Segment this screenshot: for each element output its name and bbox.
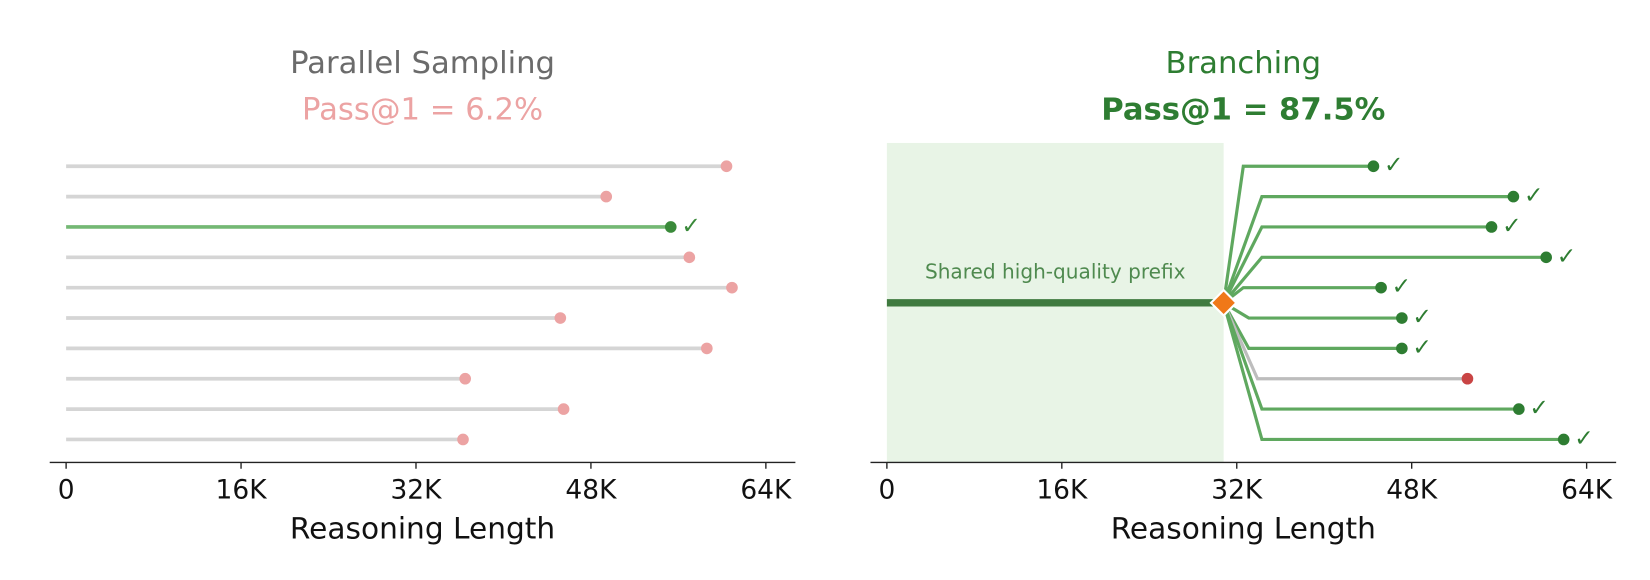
sample-end <box>600 190 613 203</box>
x-tick-label: 48K <box>565 474 617 505</box>
branch-end <box>1367 160 1380 173</box>
check-mark: ✓ <box>1524 182 1543 209</box>
branch-end <box>1485 221 1498 233</box>
x-tick-label: 0 <box>878 474 895 505</box>
branch <box>1222 286 1382 305</box>
branch <box>1222 302 1402 350</box>
sample-end <box>701 342 713 355</box>
x-tick-label: 16K <box>216 474 268 505</box>
branch <box>1222 301 1402 320</box>
sample-end <box>557 403 570 415</box>
branch <box>1222 302 1519 411</box>
panel-title: Parallel Sampling <box>290 46 555 81</box>
check-mark: ✓ <box>1412 334 1431 361</box>
x-tick-label: 0 <box>58 474 75 505</box>
check-mark: ✓ <box>1392 273 1411 300</box>
sample-end <box>554 312 567 324</box>
branch-point <box>1209 288 1238 318</box>
x-tick-label: 32K <box>390 474 442 505</box>
check-mark: ✓ <box>1412 304 1431 331</box>
branch-end <box>1396 342 1408 355</box>
sample-end <box>720 160 733 173</box>
check-mark: ✓ <box>1502 212 1521 239</box>
check-mark: ✓ <box>1574 425 1593 452</box>
check-mark: ✓ <box>681 212 700 239</box>
branch <box>1222 302 1564 442</box>
sample-end <box>459 372 472 385</box>
check-mark: ✓ <box>1529 395 1548 422</box>
sample-end <box>457 433 469 446</box>
panel-subtitle: Pass@1 = 87.5% <box>1101 93 1385 128</box>
x-tick-label: 32K <box>1211 474 1263 505</box>
x-tick-label: 64K <box>1561 474 1613 505</box>
panel-subtitle: Pass@1 = 6.2% <box>302 93 543 128</box>
branch-end <box>1513 403 1525 415</box>
annotation: Shared high-quality prefix <box>925 260 1186 284</box>
sample-end <box>683 251 696 264</box>
x-tick-label: 16K <box>1036 474 1088 505</box>
branch <box>1222 164 1374 304</box>
branch-end <box>1396 312 1408 324</box>
branch <box>1222 225 1492 304</box>
panel-title: Branching <box>1166 46 1322 81</box>
sample-end <box>726 281 738 294</box>
branch <box>1222 255 1547 304</box>
branch-end <box>1540 251 1552 264</box>
branch-end <box>1557 433 1570 446</box>
branch-end <box>1507 190 1520 203</box>
branch-end <box>1375 281 1387 294</box>
x-tick-label: 48K <box>1386 474 1438 505</box>
x-tick-label: 64K <box>740 474 792 505</box>
branch <box>1222 302 1468 381</box>
check-mark: ✓ <box>1557 243 1576 270</box>
sample-end <box>664 221 677 233</box>
x-axis-label: Reasoning Length <box>290 512 555 546</box>
x-axis-label: Reasoning Length <box>1111 512 1376 546</box>
branch-end <box>1461 372 1474 385</box>
branch <box>1222 195 1514 304</box>
check-mark: ✓ <box>1384 152 1403 179</box>
